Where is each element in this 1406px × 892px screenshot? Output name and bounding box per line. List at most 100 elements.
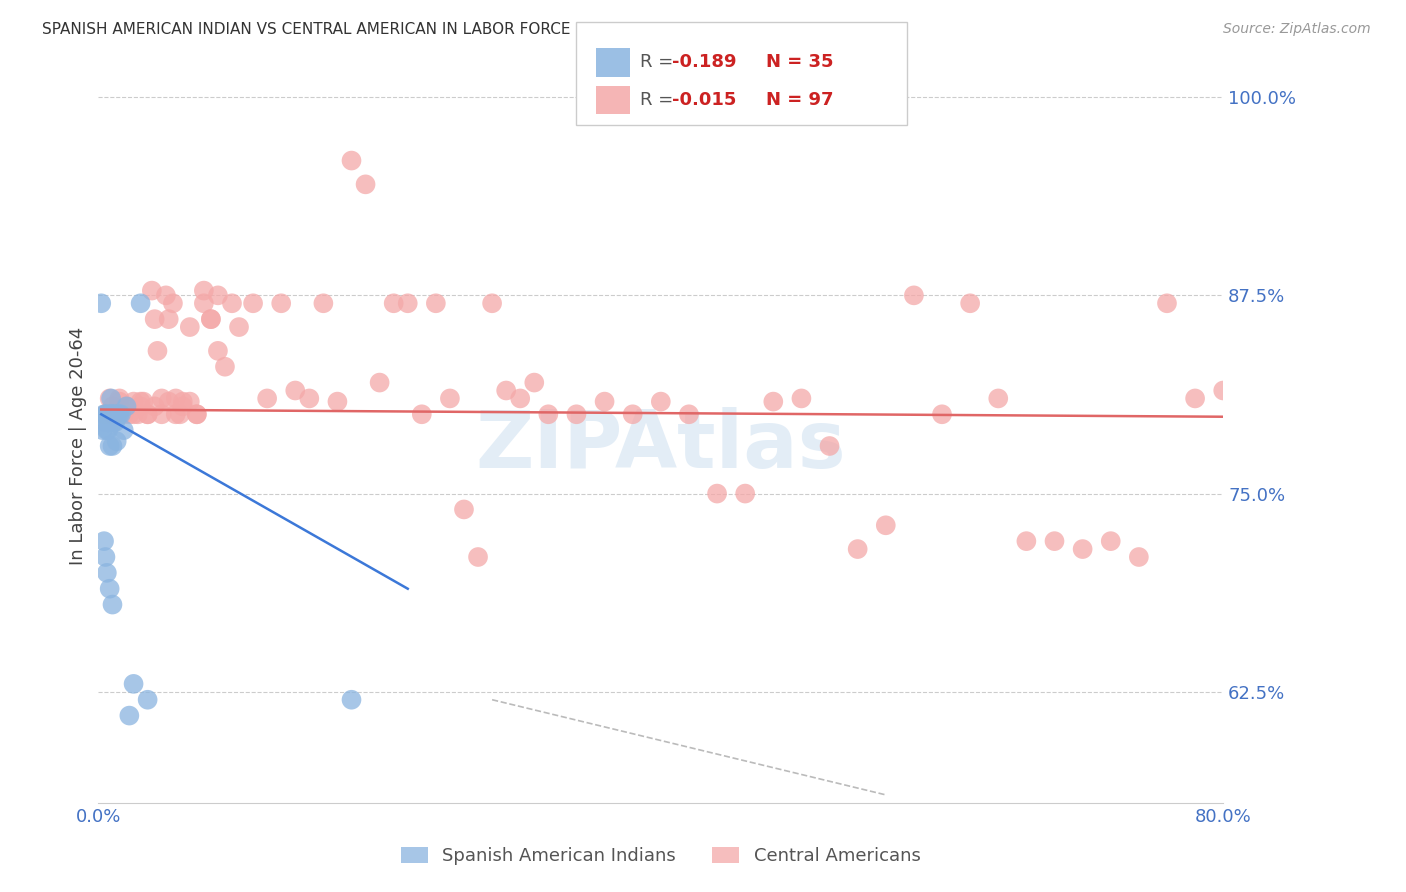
Text: -0.189: -0.189 xyxy=(672,54,737,71)
Point xyxy=(1071,542,1094,557)
Text: N = 35: N = 35 xyxy=(766,54,834,71)
Point xyxy=(150,407,173,421)
Point xyxy=(169,407,191,421)
Point xyxy=(734,486,756,500)
Point xyxy=(101,400,124,414)
Point xyxy=(129,296,152,310)
Point xyxy=(110,407,132,421)
Point xyxy=(129,400,152,414)
Point xyxy=(340,692,363,706)
Point xyxy=(1296,534,1319,549)
Point xyxy=(104,407,127,421)
Point xyxy=(903,288,925,302)
Point xyxy=(1240,439,1263,453)
Text: -0.015: -0.015 xyxy=(672,91,737,109)
Point xyxy=(108,394,131,409)
Point xyxy=(94,415,117,429)
Point xyxy=(157,312,180,326)
Point xyxy=(621,407,644,421)
Point xyxy=(1324,542,1347,557)
Point xyxy=(122,394,145,409)
Point xyxy=(368,376,391,390)
Point xyxy=(101,407,124,421)
Text: Source: ZipAtlas.com: Source: ZipAtlas.com xyxy=(1223,22,1371,37)
Point xyxy=(162,296,184,310)
Point xyxy=(157,394,180,409)
Point xyxy=(790,392,813,406)
Point xyxy=(207,343,229,358)
Point xyxy=(96,566,118,580)
Point xyxy=(959,296,981,310)
Point xyxy=(101,439,124,453)
Point xyxy=(298,392,321,406)
Point xyxy=(382,296,405,310)
Point xyxy=(439,392,461,406)
Point xyxy=(1212,384,1234,398)
Point xyxy=(132,394,155,409)
Point xyxy=(846,542,869,557)
Point xyxy=(118,708,141,723)
Point xyxy=(127,407,149,421)
Point xyxy=(875,518,897,533)
Point xyxy=(186,407,208,421)
Point xyxy=(200,312,222,326)
Point xyxy=(100,392,122,406)
Point xyxy=(104,415,127,429)
Point xyxy=(179,394,201,409)
Legend: Spanish American Indians, Central Americans: Spanish American Indians, Central Americ… xyxy=(394,839,928,872)
Point xyxy=(98,439,121,453)
Point xyxy=(762,394,785,409)
Point xyxy=(270,296,292,310)
Point xyxy=(155,288,177,302)
Point xyxy=(706,486,728,500)
Point xyxy=(94,407,117,421)
Point xyxy=(98,392,121,406)
Point xyxy=(115,400,138,414)
Text: N = 97: N = 97 xyxy=(766,91,834,109)
Point xyxy=(122,407,145,421)
Point xyxy=(221,296,243,310)
Point xyxy=(98,407,121,421)
Text: SPANISH AMERICAN INDIAN VS CENTRAL AMERICAN IN LABOR FORCE | AGE 20-64 CORRELATI: SPANISH AMERICAN INDIAN VS CENTRAL AMERI… xyxy=(42,22,837,38)
Point xyxy=(122,677,145,691)
Point xyxy=(94,407,117,421)
Point xyxy=(1156,296,1178,310)
Point xyxy=(312,296,335,310)
Point xyxy=(104,407,127,421)
Point xyxy=(112,423,135,437)
Point xyxy=(1043,534,1066,549)
Point xyxy=(136,407,159,421)
Point xyxy=(136,407,159,421)
Text: R =: R = xyxy=(640,91,679,109)
Point xyxy=(98,582,121,596)
Text: ZIPAtlas: ZIPAtlas xyxy=(475,407,846,485)
Point xyxy=(141,284,163,298)
Point xyxy=(284,384,307,398)
Point xyxy=(1099,534,1122,549)
Point xyxy=(537,407,560,421)
Point xyxy=(172,400,194,414)
Point xyxy=(100,407,122,421)
Point xyxy=(103,407,125,421)
Point xyxy=(143,312,166,326)
Point xyxy=(97,415,120,429)
Point xyxy=(481,296,503,310)
Point xyxy=(97,423,120,437)
Point xyxy=(172,394,194,409)
Point xyxy=(90,296,112,310)
Point xyxy=(354,178,377,192)
Point xyxy=(186,407,208,421)
Point xyxy=(326,394,349,409)
Point xyxy=(1128,549,1150,564)
Y-axis label: In Labor Force | Age 20-64: In Labor Force | Age 20-64 xyxy=(69,326,87,566)
Point xyxy=(1184,392,1206,406)
Point xyxy=(105,434,128,449)
Point xyxy=(207,288,229,302)
Point xyxy=(146,343,169,358)
Point xyxy=(523,376,546,390)
Text: R =: R = xyxy=(640,54,679,71)
Point xyxy=(411,407,433,421)
Point xyxy=(96,407,118,421)
Point xyxy=(103,415,125,429)
Point xyxy=(228,320,250,334)
